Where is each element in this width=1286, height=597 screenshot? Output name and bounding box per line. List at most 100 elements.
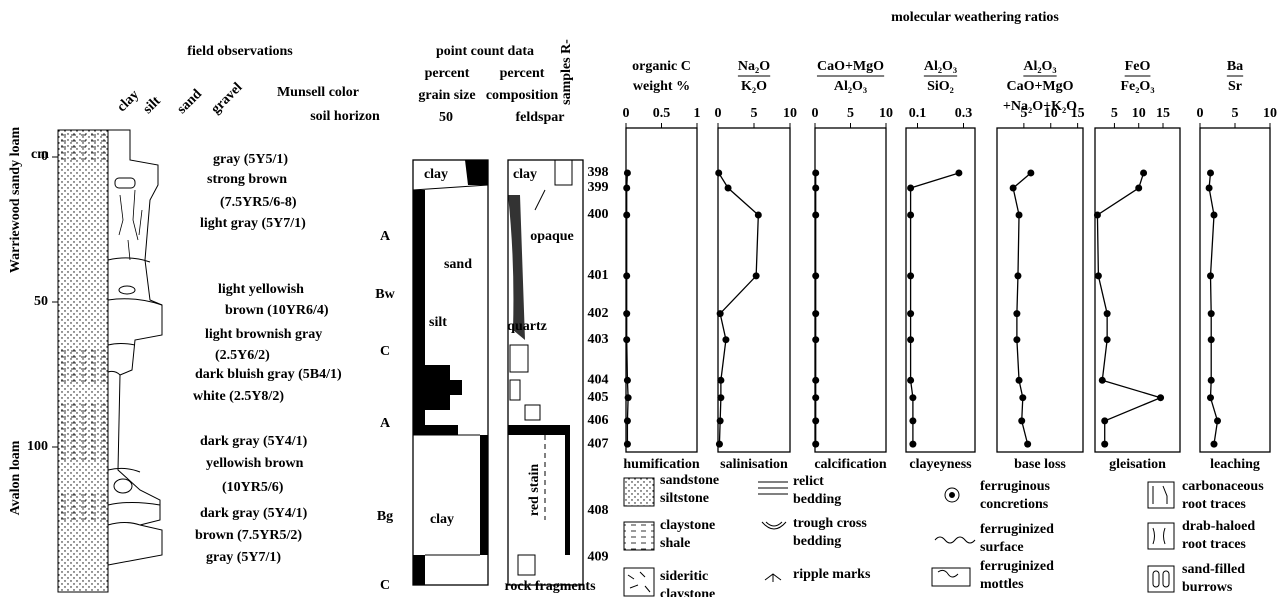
data-point [623,336,630,343]
soil-horizon: C [380,344,390,359]
data-point [1208,310,1215,317]
data-point [1101,417,1108,424]
data-point [812,310,819,317]
grain-class: clay [114,87,142,115]
legend-text: concretions [980,497,1049,512]
x-tick-label: 10 [1263,106,1277,121]
data-point [1208,336,1215,343]
munsell-color: (10YR5/6) [222,480,284,495]
data-point [1019,394,1026,401]
data-point [1018,417,1025,424]
chart-title: CaO+MgO [1006,79,1073,94]
data-point [812,336,819,343]
data-point [753,272,760,279]
point-count-label: clay [430,512,454,527]
chart-title: FeO [1125,59,1151,74]
x-tick-label: 10 [783,106,797,121]
x-tick-label: 5 [751,106,758,121]
x-tick-label: 0.3 [955,106,973,121]
legend-text: carbonaceous [1182,479,1264,494]
legend-text: relict [793,474,824,489]
chart-label: gleisation [1109,457,1166,472]
data-point [717,310,724,317]
data-point [1016,212,1023,219]
data-point [1140,169,1147,176]
sample-label: 400 [588,207,609,222]
legend-text: bedding [793,492,841,507]
data-point [1013,310,1020,317]
data-point [909,394,916,401]
data-point [1104,310,1111,317]
legend-text: sideritic [660,569,708,584]
data-point [716,441,723,448]
depth-tick-label: 100 [27,439,48,454]
x-tick-label: 15 [1071,106,1085,121]
x-tick-label: 0.1 [909,106,927,121]
data-point [717,417,724,424]
data-point [1024,441,1031,448]
munsell-color: yellowish brown [206,456,304,471]
chart-title: +Na₂O+K₂O [1003,99,1077,114]
data-point [625,394,632,401]
data-point [955,169,962,176]
data-point [1099,377,1106,384]
data-point [1013,336,1020,343]
munsell-color: light yellowish [218,282,304,297]
header-text: point count data [436,44,534,59]
chart-title: weight % [633,79,690,94]
data-point [1211,441,1218,448]
x-tick-label: 1 [694,106,701,121]
data-point [755,212,762,219]
data-point [812,185,819,192]
munsell-color: brown (10YR6/4) [225,303,329,318]
data-point [624,417,631,424]
legend-text: root traces [1182,537,1246,552]
data-point [907,336,914,343]
chart-title: SiO₂ [927,79,954,94]
data-point [725,185,732,192]
data-point [1207,394,1214,401]
data-point [1214,417,1221,424]
legend-text: ferruginized [980,522,1054,537]
data-point [1135,185,1142,192]
sample-label: 403 [588,332,609,347]
data-point [1094,212,1101,219]
header-text: percent [500,66,545,81]
grain-class: gravel [208,80,245,117]
data-point [1207,272,1214,279]
data-point [623,272,630,279]
data-point [907,212,914,219]
x-tick-label: 0 [1197,106,1204,121]
data-point [1016,377,1023,384]
grain-class: silt [140,94,163,117]
legend-text: sandstone [660,473,719,488]
header-text: Munsell color [277,85,359,100]
legend-text: burrows [1182,580,1233,595]
chart-label: salinisation [720,457,788,472]
header-text: field observations [187,44,293,59]
data-point [909,441,916,448]
chart-label: calcification [814,457,887,472]
sample-label: 399 [588,180,609,195]
x-tick-label: 5 [1111,106,1118,121]
soil-horizon: Bg [377,509,393,524]
legend-text: surface [980,540,1024,555]
soil-horizon: C [380,578,390,593]
data-point [623,185,630,192]
depth-tick-label: 50 [34,294,48,309]
data-point [717,377,724,384]
data-point [1157,394,1164,401]
legend-text: mottles [980,577,1024,592]
soil-horizon: A [380,229,391,244]
data-point [812,272,819,279]
data-point [1208,377,1215,384]
chart-frame [815,128,886,452]
data-point [812,417,819,424]
point-count-label: silt [429,315,447,330]
munsell-color: (7.5YR5/6-8) [220,195,297,210]
chart-frame [718,128,790,452]
point-count-label: opaque [530,229,574,244]
data-point [1206,185,1213,192]
sample-label: 406 [588,413,609,428]
legend-text: shale [660,536,690,551]
